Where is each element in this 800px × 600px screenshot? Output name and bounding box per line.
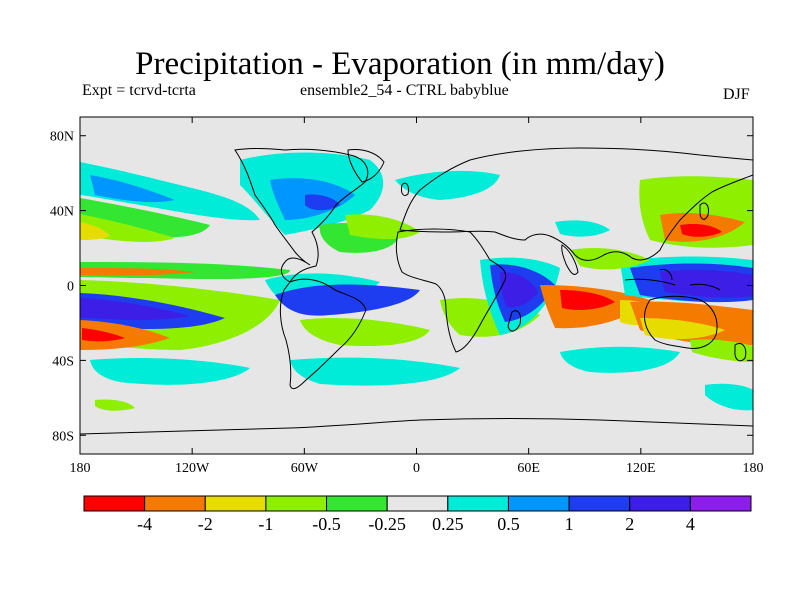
x-tick-label: 120W: [175, 461, 210, 476]
colorbar-swatch: [507, 495, 570, 512]
field-sp-red: [82, 328, 125, 342]
field-asia-cyan: [555, 220, 610, 237]
colorbar-swatch: [204, 495, 267, 512]
field-so-cyan-2: [290, 357, 460, 386]
field-aus-yellow: [640, 318, 725, 340]
y-tick-label: 40N: [50, 205, 74, 220]
y-tick-label: 40S: [52, 354, 74, 369]
colorbar: [83, 495, 752, 512]
coast-uk: [401, 182, 409, 197]
colorbar-label: -4: [137, 514, 152, 534]
field-io-red: [560, 290, 615, 310]
coast-north-america: [234, 148, 369, 283]
coastlines: [80, 147, 753, 435]
x-tick-label: 60W: [291, 461, 319, 476]
colorbar-swatch: [447, 495, 509, 512]
colorbar-label: 1: [565, 514, 574, 534]
field-atl-lgreen: [345, 214, 420, 240]
colorbar-swatch: [265, 495, 328, 512]
colorbar-label: -0.25: [368, 514, 406, 534]
colorbar-label: -1: [258, 514, 273, 534]
x-axis: 180 120W 60W 0 60E 120E 180: [70, 117, 764, 476]
colorbar-label: 0.25: [432, 514, 464, 534]
y-axis: 80N 40N 0 40S 80S: [50, 130, 753, 444]
colorbar-swatch: [689, 495, 752, 512]
colorbar-swatch: [629, 495, 691, 512]
colorbar-swatch: [144, 495, 206, 512]
coast-new-zealand: [734, 343, 747, 362]
chart-title: Precipitation - Evaporation (in mm/day): [135, 46, 665, 82]
coast-japan: [699, 202, 709, 220]
coast-africa: [395, 228, 507, 353]
colorbar-label: 0.5: [497, 514, 520, 534]
field-so-lgreen: [95, 399, 135, 411]
field-np-yellow: [80, 222, 110, 240]
coast-australia: [644, 295, 718, 349]
field-so-cyan-3: [560, 346, 680, 373]
colorbar-swatch: [83, 495, 146, 512]
pe-field: [80, 152, 753, 411]
field-eu-cyan: [395, 170, 500, 200]
coast-south-america: [279, 278, 367, 390]
field-sam-blue: [275, 284, 420, 316]
colorbar-swatch: [326, 495, 388, 512]
colorbar-labels: -4 -2 -1 -0.5 -0.25 0.25 0.5 1 2 4: [137, 514, 695, 534]
x-tick-label: 180: [743, 461, 764, 476]
colorbar-swatch: [386, 495, 449, 512]
x-tick-label: 180: [70, 461, 91, 476]
colorbar-label: 4: [686, 514, 695, 534]
field-io-purple: [500, 272, 538, 308]
field-so-cyan-1: [90, 357, 250, 385]
colorbar-swatch: [568, 495, 631, 512]
field-np-cyan-1: [80, 162, 260, 221]
field-itcz-orange: [80, 268, 195, 276]
field-wp-red: [680, 223, 722, 237]
field-wp-purple: [660, 269, 753, 298]
field-satl-lgreen: [300, 318, 430, 347]
coast-madagascar: [507, 310, 521, 332]
y-tick-label: 80S: [52, 429, 74, 444]
x-tick-label: 0: [413, 461, 420, 476]
x-tick-label: 120E: [626, 461, 656, 476]
field-asia-lgreen: [570, 248, 650, 270]
coast-greenland: [347, 149, 385, 183]
colorbar-label: -0.5: [312, 514, 341, 534]
field-sp-orange: [80, 320, 170, 350]
coast-india: [561, 244, 579, 275]
coast-indonesia: [624, 269, 721, 291]
coast-eurasia: [399, 147, 753, 261]
colorbar-label: -2: [198, 514, 213, 534]
experiment-label: Expt = tcrvd-tcrta: [82, 82, 196, 99]
y-tick-label: 0: [67, 280, 74, 295]
ensemble-label: ensemble2_54 - CTRL babyblue: [300, 82, 509, 99]
field-sp-purple: [80, 298, 190, 320]
field-na-dblue: [305, 194, 340, 211]
x-tick-label: 60E: [517, 461, 540, 476]
field-np-blue-1: [90, 175, 175, 203]
coast-antarctica: [80, 418, 753, 435]
field-so-cyan-4: [705, 383, 753, 411]
y-tick-label: 80N: [50, 130, 74, 145]
colorbar-label: 2: [625, 514, 634, 534]
season-label: DJF: [723, 86, 750, 103]
